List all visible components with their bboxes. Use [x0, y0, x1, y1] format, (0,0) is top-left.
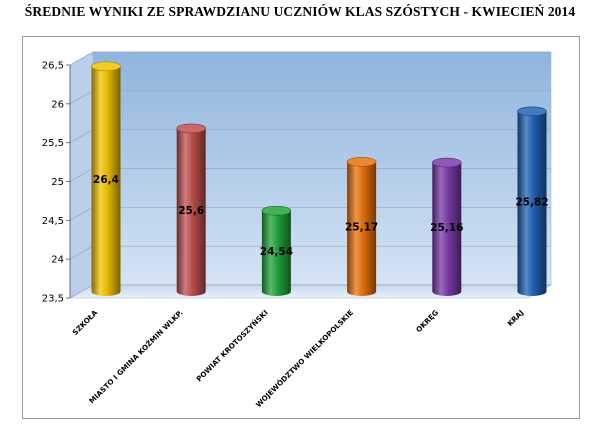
bar-3: [261, 205, 292, 296]
page-title: ŚREDNIE WYNIKI ZE SPRAWDZIANU UCZNIÓW KL…: [24, 4, 576, 19]
y-tick-label: 24: [51, 255, 64, 266]
bar-body: [432, 162, 462, 296]
gridline-side: [69, 207, 94, 221]
gridline-side: [69, 129, 94, 143]
data-label: 25,16: [430, 222, 463, 234]
bar-6: [517, 106, 547, 297]
bar-body: [176, 128, 206, 296]
bar-top: [91, 61, 121, 72]
y-tick-label: 24,5: [42, 216, 64, 227]
bar-top: [261, 205, 292, 216]
y-tick-label: 23,5: [42, 294, 64, 305]
data-label: 26,4: [93, 174, 119, 186]
gridline-side: [69, 51, 94, 66]
gridline-side: [69, 245, 94, 260]
bar-top: [346, 156, 377, 167]
category-label: MIASTO I GMINA KOŹMIN WLKP.: [87, 308, 184, 405]
category-label: OKRĘG: [414, 308, 440, 334]
category-label: KRAJ: [505, 308, 525, 328]
y-tick-label: 26,5: [42, 61, 64, 72]
bar-4: [346, 156, 377, 296]
y-tick-label: 25,5: [42, 138, 64, 149]
bar-2: [176, 123, 206, 296]
chart-floor: [68, 284, 553, 299]
gridline-side: [69, 90, 94, 105]
category-label: WOJEWÓDZTWO WIELKOPOLSKIE: [254, 308, 355, 409]
bar-body: [347, 161, 377, 296]
category-label: SZKOŁA: [70, 308, 99, 337]
category-label: POWIAT KROTOSZYŃSKI: [194, 308, 270, 384]
y-tick-label: 25: [51, 177, 64, 188]
bar-body: [517, 111, 547, 297]
bar-5: [431, 157, 462, 296]
bar-body: [261, 210, 291, 296]
bar-1: [91, 61, 121, 297]
bar-top: [176, 123, 206, 134]
data-label: 25,17: [345, 222, 378, 234]
gridline-side: [69, 284, 94, 299]
bar-body: [91, 66, 121, 297]
bar-top: [431, 157, 462, 168]
data-label: 25,6: [178, 205, 204, 217]
y-tick-label: 26: [51, 99, 64, 110]
data-label: 24,54: [260, 246, 293, 258]
data-label: 25,82: [515, 196, 548, 208]
gridline-side: [69, 168, 94, 182]
bar-top: [517, 106, 547, 117]
